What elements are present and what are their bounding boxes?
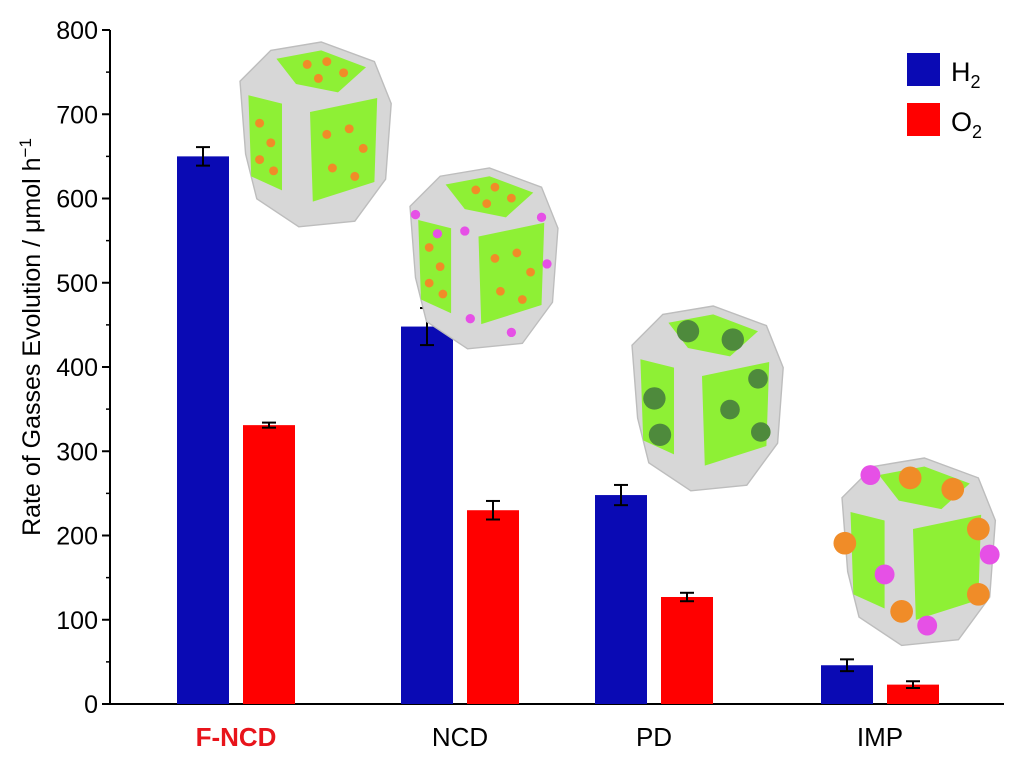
cube-particle — [410, 209, 421, 220]
cube-face-top — [276, 50, 366, 93]
cube-particle — [833, 531, 857, 555]
cube-face-right — [478, 222, 545, 325]
cube-particle — [860, 465, 881, 485]
cube-particle — [482, 199, 492, 209]
legend-swatch — [907, 53, 940, 86]
x-tick-label: PD — [636, 722, 672, 752]
cube-particle — [751, 422, 771, 442]
cube-particle — [460, 226, 470, 236]
cube-particle — [465, 314, 475, 324]
cube-particle — [542, 259, 552, 269]
cube-particle — [435, 262, 445, 272]
cube-particle — [898, 466, 922, 490]
cube-particle — [966, 582, 990, 606]
cube-particle — [874, 564, 895, 585]
cube-particle — [490, 254, 500, 263]
cube-particle — [269, 166, 279, 176]
cube-particle — [648, 423, 672, 446]
legend-label-subscript: 2 — [971, 72, 981, 92]
cube-particle — [350, 171, 360, 181]
x-tick-label: NCD — [432, 722, 488, 752]
cube-particle — [322, 57, 332, 67]
bar-ncd-o2 — [467, 510, 519, 704]
cube-particle — [322, 129, 332, 139]
cube-particle — [512, 248, 522, 258]
cube-particle — [536, 212, 547, 222]
cube-particle — [266, 138, 276, 148]
y-tick-label: 800 — [56, 17, 98, 45]
bar-f-ncd-o2 — [243, 425, 295, 704]
cube-particle — [506, 193, 516, 203]
bar-pd-o2 — [661, 597, 713, 704]
cube-face-left — [248, 95, 282, 191]
cube-inset-pd — [631, 305, 784, 492]
cube-inset-imp — [833, 457, 1000, 647]
cube-particle — [506, 327, 517, 338]
cube-particle — [255, 155, 265, 165]
y-tick-label: 100 — [56, 607, 98, 635]
cube-particle — [966, 517, 990, 541]
cube-particle — [721, 328, 744, 351]
cube-inset-f-ncd — [239, 41, 392, 228]
cube-particle — [424, 243, 434, 252]
cube-particle — [358, 143, 368, 153]
cube-face-right — [913, 514, 982, 620]
y-tick-label: 700 — [56, 101, 98, 129]
cube-particle — [302, 59, 312, 69]
y-tick-label: 300 — [56, 438, 98, 466]
cube-face-left — [850, 511, 885, 609]
bar-imp-o2 — [887, 684, 939, 704]
cube-particle — [313, 73, 323, 83]
bars: F-NCD NCD PD IMP — [177, 146, 939, 752]
cube-particle — [941, 477, 965, 501]
cube-particle — [424, 278, 434, 288]
cube-particle — [526, 267, 535, 277]
cube-particle — [890, 600, 913, 623]
cube-particle — [471, 185, 481, 195]
legend: H2 O2 — [907, 53, 982, 142]
cube-particle — [643, 387, 666, 410]
cube-face-right — [310, 98, 378, 202]
cube-particle — [344, 124, 354, 134]
cube-particle — [327, 163, 337, 173]
cube-particle — [438, 289, 448, 299]
cube-particle — [748, 369, 768, 389]
cube-particle — [517, 295, 527, 304]
y-tick-label: 400 — [56, 354, 98, 382]
bar-f-ncd-h2 — [177, 156, 229, 704]
legend-swatch — [907, 103, 940, 136]
cube-particle — [496, 286, 505, 296]
cube-inset-ncd — [409, 167, 559, 350]
cube-face-top — [445, 176, 534, 218]
y-axis-title-superscript: −1 — [16, 138, 35, 157]
cube-insets — [239, 41, 1000, 647]
bar-pd-h2 — [595, 495, 647, 704]
cube-particle — [979, 544, 1000, 565]
axes: 0 100 200 300 400 500 600 700 800 Rate of Gasses … — [16, 17, 1004, 719]
y-tick-label: 0 — [84, 691, 98, 719]
y-tick-label: 200 — [56, 523, 98, 551]
y-tick-label: 600 — [56, 186, 98, 214]
cube-particle — [720, 399, 740, 420]
x-tick-label: IMP — [857, 722, 903, 752]
cube-particle — [917, 615, 938, 636]
cube-particle — [339, 68, 349, 78]
y-axis-title: Rate of Gasses Evolution / μmol h−1 — [16, 138, 46, 536]
cube-particle — [255, 118, 265, 128]
bar-ncd-h2 — [401, 326, 453, 704]
legend-label-subscript: 2 — [972, 122, 982, 142]
cube-particle — [432, 229, 443, 239]
cube-particle — [676, 320, 700, 343]
legend-label: H2 — [951, 57, 981, 92]
y-tick-label: 500 — [56, 270, 98, 298]
cube-particle — [490, 182, 500, 192]
legend-label: O2 — [951, 107, 982, 142]
x-tick-label: F-NCD — [196, 722, 277, 752]
